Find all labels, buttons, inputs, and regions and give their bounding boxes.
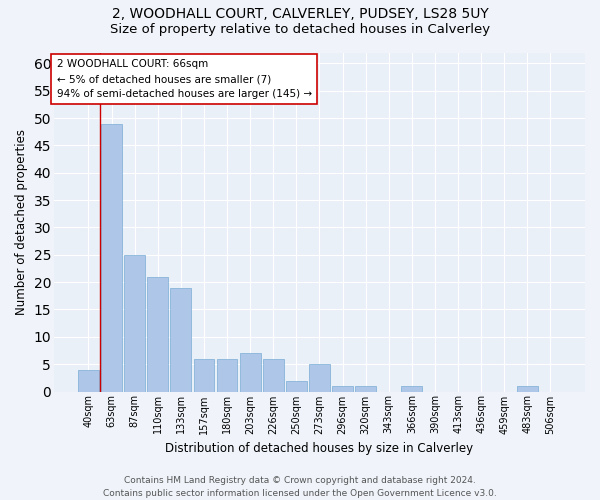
Bar [124, 255, 145, 392]
Text: Size of property relative to detached houses in Calverley: Size of property relative to detached ho… [110, 22, 490, 36]
Bar [355, 386, 376, 392]
Bar [217, 358, 238, 392]
Bar [309, 364, 330, 392]
Bar [78, 370, 99, 392]
Bar [240, 353, 260, 392]
Text: Contains HM Land Registry data © Crown copyright and database right 2024.
Contai: Contains HM Land Registry data © Crown c… [103, 476, 497, 498]
Bar [401, 386, 422, 392]
Bar [194, 358, 214, 392]
Bar [332, 386, 353, 392]
Bar [286, 380, 307, 392]
Y-axis label: Number of detached properties: Number of detached properties [15, 129, 28, 315]
Bar [148, 276, 168, 392]
Bar [170, 288, 191, 392]
Bar [101, 124, 122, 392]
X-axis label: Distribution of detached houses by size in Calverley: Distribution of detached houses by size … [166, 442, 473, 455]
Text: 2, WOODHALL COURT, CALVERLEY, PUDSEY, LS28 5UY: 2, WOODHALL COURT, CALVERLEY, PUDSEY, LS… [112, 8, 488, 22]
Bar [263, 358, 284, 392]
Bar [517, 386, 538, 392]
Text: 2 WOODHALL COURT: 66sqm
← 5% of detached houses are smaller (7)
94% of semi-deta: 2 WOODHALL COURT: 66sqm ← 5% of detached… [56, 60, 312, 99]
